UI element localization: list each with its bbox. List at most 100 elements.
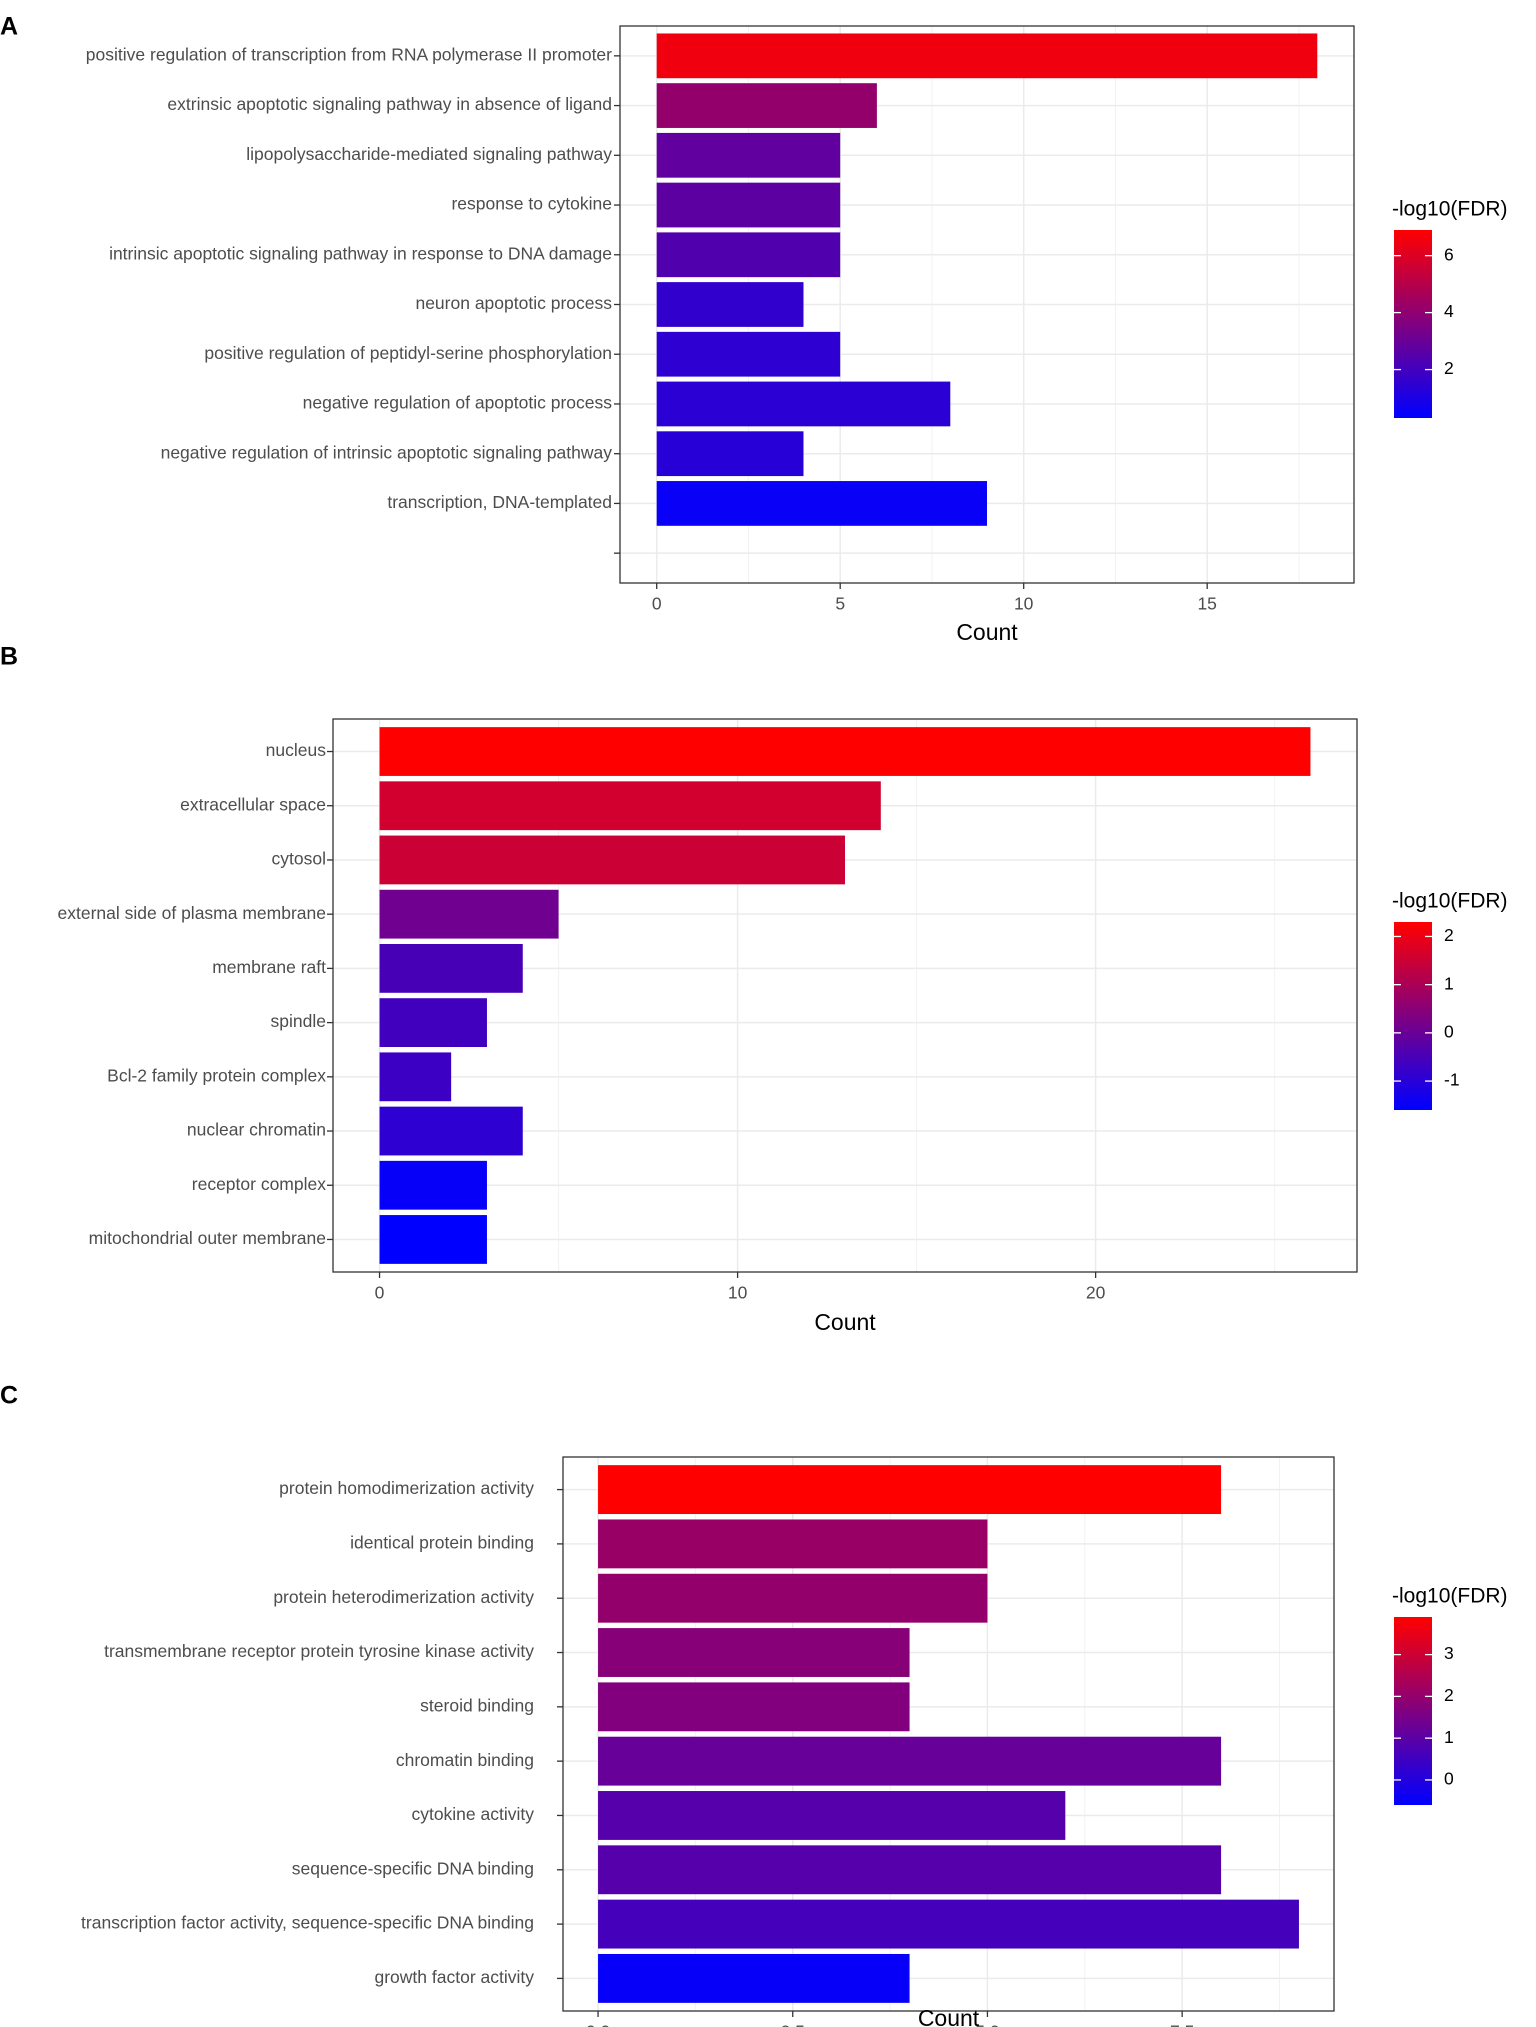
legend: -log10(FDR) 0 1 2 3 bbox=[1392, 1585, 1508, 1805]
bar-5 bbox=[656, 232, 841, 278]
bar-7 bbox=[379, 1052, 452, 1102]
category-label: neuron apoptotic process bbox=[415, 293, 612, 313]
category-label: sequence-specific DNA binding bbox=[292, 1858, 534, 1878]
legend-title: -log10(FDR) bbox=[1392, 1585, 1508, 1608]
bar-5 bbox=[379, 943, 523, 993]
bar-1 bbox=[656, 33, 1318, 79]
category-label: transmembrane receptor protein tyrosine … bbox=[104, 1641, 534, 1661]
bar-9 bbox=[598, 1899, 1299, 1949]
bar-10 bbox=[598, 1953, 910, 2003]
category-label: chromatin binding bbox=[396, 1750, 534, 1770]
x-tick-label: 7.5 bbox=[1170, 2022, 1194, 2027]
legend-tick-label: 1 bbox=[1444, 1727, 1454, 1747]
bar-4 bbox=[598, 1628, 910, 1677]
x-tick-label: 5 bbox=[835, 594, 845, 614]
x-tick-label: 2.5 bbox=[781, 2022, 805, 2027]
x-tick-label: 0 bbox=[375, 1283, 385, 1303]
category-label: response to cytokine bbox=[451, 194, 612, 214]
category-label: spindle bbox=[271, 1011, 326, 1031]
category-label: lipopolysaccharide-mediated signaling pa… bbox=[246, 144, 612, 164]
legend-tick-label: 3 bbox=[1444, 1643, 1454, 1663]
legend-tick-label: 1 bbox=[1444, 973, 1454, 993]
bar-2 bbox=[379, 781, 881, 831]
legend-title: -log10(FDR) bbox=[1392, 198, 1508, 221]
category-label: external side of plasma membrane bbox=[58, 903, 326, 923]
legend-tick-label: 2 bbox=[1444, 1685, 1454, 1705]
category-label: receptor complex bbox=[192, 1174, 326, 1194]
x-tick-label: 0.0 bbox=[586, 2022, 611, 2027]
category-label: transcription factor activity, sequence-… bbox=[81, 1913, 534, 1933]
legend-title: -log10(FDR) bbox=[1392, 890, 1508, 913]
legend-tick-label: 4 bbox=[1444, 301, 1454, 321]
bar-5 bbox=[598, 1682, 910, 1732]
bar-10 bbox=[379, 1215, 487, 1264]
legend: -log10(FDR) -1 0 1 2 bbox=[1392, 890, 1508, 1110]
panel-label: B bbox=[0, 643, 18, 671]
category-label: extrinsic apoptotic signaling pathway in… bbox=[167, 94, 612, 114]
bar-4 bbox=[656, 182, 841, 228]
category-label: nucleus bbox=[266, 740, 327, 760]
category-label: protein heterodimerization activity bbox=[273, 1587, 534, 1607]
legend-tick-label: 0 bbox=[1444, 1021, 1454, 1041]
category-label: protein homodimerization activity bbox=[279, 1478, 534, 1498]
x-tick-label: 10 bbox=[728, 1283, 748, 1303]
legend-colorbar bbox=[1394, 1617, 1432, 1805]
legend-tick-label: 2 bbox=[1444, 358, 1454, 378]
bar-10 bbox=[656, 481, 987, 526]
legend-tick-label: -1 bbox=[1444, 1070, 1460, 1090]
bar-6 bbox=[379, 998, 487, 1048]
x-axis-title: Count bbox=[956, 619, 1018, 645]
panel-label: C bbox=[0, 1382, 18, 1410]
x-tick-label: 10 bbox=[1014, 594, 1034, 614]
category-label: steroid binding bbox=[420, 1695, 534, 1715]
bar-3 bbox=[598, 1573, 988, 1623]
category-label: identical protein binding bbox=[350, 1533, 534, 1553]
bar-1 bbox=[379, 727, 1311, 776]
bar-3 bbox=[379, 835, 845, 885]
category-label: extracellular space bbox=[180, 794, 326, 814]
legend: -log10(FDR) 2 4 6 bbox=[1392, 198, 1508, 418]
panel-label: A bbox=[0, 13, 18, 41]
bar-3 bbox=[656, 132, 841, 178]
category-label: nuclear chromatin bbox=[187, 1120, 326, 1140]
bar-7 bbox=[598, 1791, 1066, 1840]
x-axis-title: Count bbox=[918, 2005, 980, 2027]
bar-8 bbox=[379, 1106, 523, 1156]
category-label: Bcl-2 family protein complex bbox=[107, 1065, 326, 1085]
legend-tick-label: 6 bbox=[1444, 244, 1454, 264]
legend-tick-label: 2 bbox=[1444, 925, 1454, 945]
x-tick-label: 20 bbox=[1086, 1283, 1106, 1303]
plot-border bbox=[562, 1456, 1335, 2012]
category-label: membrane raft bbox=[212, 957, 326, 977]
category-label: negative regulation of intrinsic apoptot… bbox=[161, 442, 613, 462]
x-axis-title: Count bbox=[814, 1309, 876, 1335]
bar-8 bbox=[598, 1845, 1222, 1895]
bar-2 bbox=[598, 1519, 988, 1569]
category-label: transcription, DNA-templated bbox=[387, 492, 612, 512]
bar-7 bbox=[656, 331, 841, 377]
category-label: mitochondrial outer membrane bbox=[89, 1228, 326, 1248]
bar-9 bbox=[379, 1160, 487, 1210]
category-label: cytokine activity bbox=[411, 1804, 534, 1824]
plot-border bbox=[332, 718, 1358, 1273]
category-label: cytosol bbox=[272, 849, 326, 869]
category-label: positive regulation of transcription fro… bbox=[86, 44, 612, 64]
category-label: positive regulation of peptidyl-serine p… bbox=[204, 343, 612, 363]
category-label: growth factor activity bbox=[375, 1967, 535, 1987]
category-label: negative regulation of apoptotic process bbox=[303, 393, 613, 413]
bar-8 bbox=[656, 381, 951, 427]
bar-6 bbox=[656, 282, 804, 327]
legend-tick-label: 0 bbox=[1444, 1769, 1454, 1789]
legend-colorbar bbox=[1394, 230, 1432, 418]
bar-2 bbox=[656, 83, 877, 128]
bar-6 bbox=[598, 1736, 1222, 1786]
x-tick-label: 0 bbox=[652, 594, 662, 614]
bar-4 bbox=[379, 889, 559, 939]
x-tick-label: 5.0 bbox=[975, 2022, 1000, 2027]
bar-9 bbox=[656, 431, 804, 477]
category-label: intrinsic apoptotic signaling pathway in… bbox=[109, 243, 612, 263]
